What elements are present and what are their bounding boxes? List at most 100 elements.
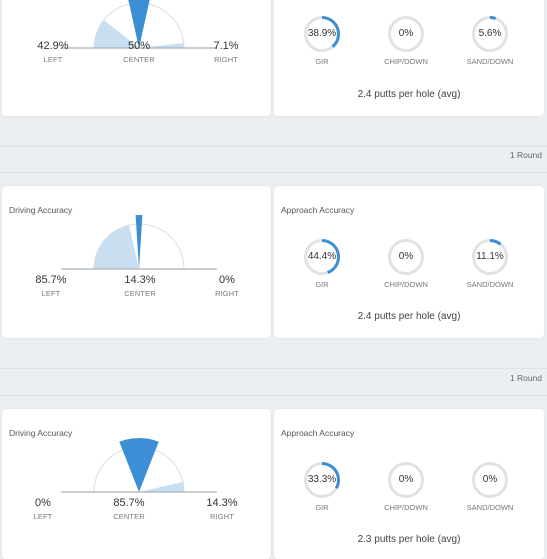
chip-label: CHIP/DOWN — [384, 57, 428, 66]
gir-label: GIR — [315, 57, 329, 66]
sand-progress-ring — [472, 239, 508, 275]
gir-progress-ring — [304, 462, 340, 498]
sand-label: SAND/DOWN — [466, 280, 514, 289]
right-stat: 7.1% RIGHT — [191, 40, 261, 64]
ring-track — [388, 462, 424, 498]
chip-label: CHIP/DOWN — [384, 280, 428, 289]
sand-ring: 5.6% SAND/DOWN — [450, 15, 530, 66]
right-value: 14.3% — [206, 497, 238, 509]
ring-progress — [304, 16, 340, 52]
right-wedge — [139, 43, 184, 48]
chip-progress-ring — [388, 239, 424, 275]
chip-ring: 0% CHIP/DOWN — [366, 238, 446, 289]
center-stat: 14.3% CENTER — [105, 274, 175, 298]
ring-track — [472, 462, 508, 498]
left-label: LEFT — [41, 289, 61, 298]
driving-accuracy-card-2: Driving Accuracy 0% LEFT 85.7% CENTER 14… — [2, 409, 271, 559]
approach-accuracy-card-1: Approach Accuracy 44.4% GIR 0% CHIP/DOWN… — [274, 186, 544, 338]
right-label: RIGHT — [215, 289, 239, 298]
ring-progress — [304, 239, 340, 275]
right-stat: 0% RIGHT — [192, 274, 262, 298]
chip-progress-ring — [388, 16, 424, 52]
driving-accuracy-card-1: Driving Accuracy 85.7% LEFT 14.3% CENTER… — [2, 186, 271, 338]
right-stat: 14.3% RIGHT — [187, 497, 257, 521]
chip-label: CHIP/DOWN — [384, 503, 428, 512]
sand-value: 11.1% — [476, 251, 504, 262]
driving-accuracy-card-0: 42.9% LEFT 50% CENTER 7.1% RIGHT — [2, 0, 271, 116]
driving-dial-0 — [61, 0, 217, 49]
section-divider — [0, 172, 547, 173]
chip-value: 0% — [398, 28, 414, 39]
ring-progress — [472, 16, 508, 52]
center-label: CENTER — [113, 512, 145, 521]
gir-ring: 38.9% GIR — [282, 15, 362, 66]
center-stat: 50% CENTER — [104, 40, 174, 64]
gir-value: 44.4% — [307, 251, 337, 262]
card-title: Driving Accuracy — [9, 205, 73, 215]
center-value: 50% — [127, 40, 151, 52]
center-stat: 85.7% CENTER — [94, 497, 164, 521]
center-wedge — [128, 0, 150, 48]
chip-ring: 0% CHIP/DOWN — [366, 15, 446, 66]
chip-value: 0% — [398, 251, 414, 262]
left-value: 42.9% — [37, 40, 69, 52]
gir-value: 33.3% — [307, 474, 337, 485]
chip-ring: 0% CHIP/DOWN — [366, 461, 446, 512]
center-value: 85.7% — [113, 497, 145, 509]
left-stat: 42.9% LEFT — [18, 40, 88, 64]
ring-progress — [472, 239, 508, 275]
driving-dial-1 — [61, 214, 217, 270]
gir-progress-ring — [304, 16, 340, 52]
section-divider — [0, 368, 547, 369]
left-stat: 0% LEFT — [8, 497, 78, 521]
right-wedge — [139, 482, 185, 492]
left-value: 0% — [35, 497, 51, 509]
left-wedge — [93, 19, 139, 48]
left-wedge — [93, 225, 139, 269]
left-value: 85.7% — [35, 274, 67, 286]
putts-per-hole: 2.4 putts per hole (avg) — [357, 89, 461, 100]
driving-dial-2 — [61, 437, 217, 493]
gir-ring: 44.4% GIR — [282, 238, 362, 289]
gir-label: GIR — [315, 280, 329, 289]
ring-progress — [304, 462, 340, 498]
card-title: Approach Accuracy — [281, 205, 355, 215]
approach-accuracy-card-2: Approach Accuracy 33.3% GIR 0% CHIP/DOWN… — [274, 409, 544, 559]
sand-label: SAND/DOWN — [466, 57, 514, 66]
section-divider — [0, 395, 547, 396]
sand-ring: 11.1% SAND/DOWN — [450, 238, 530, 289]
sand-ring: 0% SAND/DOWN — [450, 461, 530, 512]
card-title: Driving Accuracy — [9, 428, 73, 438]
putts-per-hole: 2.4 putts per hole (avg) — [357, 311, 461, 322]
card-title: Approach Accuracy — [281, 428, 355, 438]
ring-track — [388, 239, 424, 275]
center-label: CENTER — [124, 289, 156, 298]
center-value: 14.3% — [124, 274, 156, 286]
rounds-count: 1 Round — [509, 373, 542, 383]
left-stat: 85.7% LEFT — [16, 274, 86, 298]
sand-progress-ring — [472, 16, 508, 52]
rounds-count: 1 Round — [509, 150, 542, 160]
left-label: LEFT — [33, 512, 53, 521]
putts-per-hole: 2.3 putts per hole (avg) — [357, 534, 461, 545]
gir-label: GIR — [315, 503, 329, 512]
sand-label: SAND/DOWN — [466, 503, 514, 512]
center-wedge — [135, 214, 143, 269]
section-divider — [0, 146, 547, 147]
sand-progress-ring — [472, 462, 508, 498]
right-label: RIGHT — [214, 55, 238, 64]
center-wedge — [119, 437, 159, 492]
center-label: CENTER — [123, 55, 155, 64]
ring-track — [388, 16, 424, 52]
chip-progress-ring — [388, 462, 424, 498]
right-value: 0% — [219, 274, 235, 286]
sand-value: 5.6% — [478, 28, 502, 39]
approach-accuracy-card-0: 38.9% GIR 0% CHIP/DOWN 5.6% SAND/DOWN 2.… — [274, 0, 544, 116]
right-label: RIGHT — [210, 512, 234, 521]
sand-value: 0% — [482, 474, 498, 485]
chip-value: 0% — [398, 474, 414, 485]
right-value: 7.1% — [213, 40, 239, 52]
left-label: LEFT — [43, 55, 63, 64]
gir-progress-ring — [304, 239, 340, 275]
gir-ring: 33.3% GIR — [282, 461, 362, 512]
